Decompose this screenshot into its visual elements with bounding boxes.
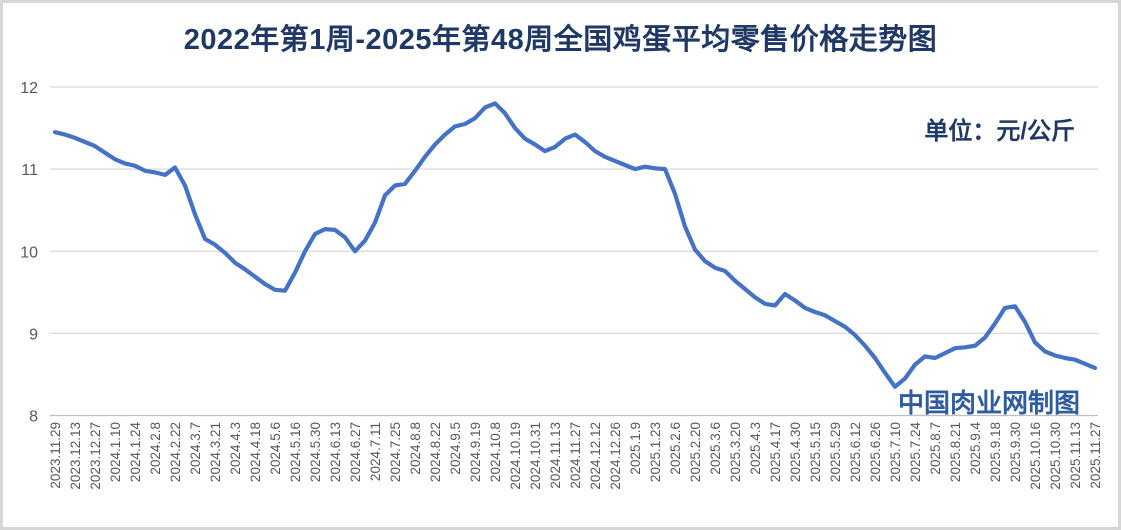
x-tick-label: 2025.6.12: [848, 422, 863, 482]
x-tick-label: 2024.3.7: [188, 422, 203, 475]
x-tick-label: 2024.2.8: [148, 422, 163, 475]
x-tick-label: 2025.11.27: [1088, 422, 1103, 489]
x-tick-label: 2024.6.27: [348, 422, 363, 482]
x-tick-label: 2025.8.21: [948, 422, 963, 482]
x-tick-label: 2025.3.20: [728, 422, 743, 482]
x-tick-label: 2025.5.29: [828, 422, 843, 482]
x-tick-label: 2024.11.27: [568, 422, 583, 489]
x-tick-label: 2025.7.24: [908, 422, 923, 483]
x-tick-label: 2024.12.12: [588, 422, 603, 490]
x-tick-label: 2025.10.30: [1048, 422, 1063, 490]
x-tick-label: 2025.4.30: [788, 422, 803, 482]
x-tick-label: 2024.4.3: [228, 422, 243, 475]
y-tick-label: 11: [21, 162, 38, 179]
x-tick-label: 2025.5.15: [808, 422, 823, 482]
x-tick-label: 2024.8.22: [428, 422, 443, 482]
watermark-label: 中国肉业网制图: [897, 388, 1080, 418]
x-tick-label: 2024.1.10: [108, 422, 123, 482]
x-tick-label: 2024.1.24: [128, 422, 143, 483]
x-tick-label: 2024.7.25: [388, 422, 403, 482]
x-tick-label: 2024.3.21: [208, 422, 223, 482]
x-tick-label: 2024.6.13: [328, 422, 343, 482]
x-tick-label: 2025.3.6: [708, 422, 723, 475]
x-tick-label: 2023.11.29: [48, 422, 63, 489]
x-tick-label: 2025.7.10: [888, 422, 903, 482]
x-tick-label: 2025.8.7: [928, 422, 943, 475]
x-tick-label: 2025.6.26: [868, 422, 883, 482]
x-tick-label: 2024.5.6: [268, 422, 283, 475]
x-tick-label: 2025.9.18: [988, 422, 1003, 482]
y-tick-label: 12: [20, 80, 38, 97]
y-tick-label: 8: [29, 409, 38, 426]
x-tick-label: 2024.11.13: [548, 422, 563, 489]
x-tick-label: 2024.12.26: [608, 422, 623, 490]
chart-title: 2022年第1周-2025年第48周全国鸡蛋平均零售价格走势图: [183, 24, 938, 56]
x-tick-label: 2024.10.8: [488, 422, 503, 482]
x-tick-label: 2025.4.3: [748, 422, 763, 475]
x-tick-label: 2023.12.27: [88, 422, 103, 490]
x-tick-label: 2025.1.9: [628, 422, 643, 475]
x-tick-label: 2025.1.23: [648, 422, 663, 482]
x-tick-label: 2024.10.31: [528, 422, 543, 490]
x-tick-label: 2024.5.16: [288, 422, 303, 482]
x-tick-label: 2024.5.30: [308, 422, 323, 482]
x-tick-label: 2024.2.22: [168, 422, 183, 482]
x-tick-label: 2024.10.19: [508, 422, 523, 490]
x-tick-label: 2024.9.19: [468, 422, 483, 482]
x-tick-label: 2025.2.6: [668, 422, 683, 475]
x-tick-label: 2024.8.8: [408, 422, 423, 475]
x-tick-label: 2024.4.18: [248, 422, 263, 482]
y-tick-label: 10: [20, 244, 38, 261]
x-tick-label: 2025.4.17: [768, 422, 783, 482]
price-line: [52, 101, 1098, 389]
x-tick-label: 2025.10.16: [1028, 422, 1043, 490]
x-tick-label: 2023.12.13: [68, 422, 83, 490]
x-tick-label: 2024.9.5: [448, 422, 463, 475]
x-tick-label: 2025.9.30: [1008, 422, 1023, 482]
x-tick-label: 2025.11.13: [1068, 422, 1083, 489]
x-tick-label: 2025.2.20: [688, 422, 703, 482]
x-tick-label: 2025.9.4: [968, 422, 983, 475]
unit-label: 单位：元/公斤: [924, 118, 1075, 145]
x-tick-label: 2024.7.11: [368, 422, 383, 481]
y-tick-label: 9: [29, 326, 38, 343]
